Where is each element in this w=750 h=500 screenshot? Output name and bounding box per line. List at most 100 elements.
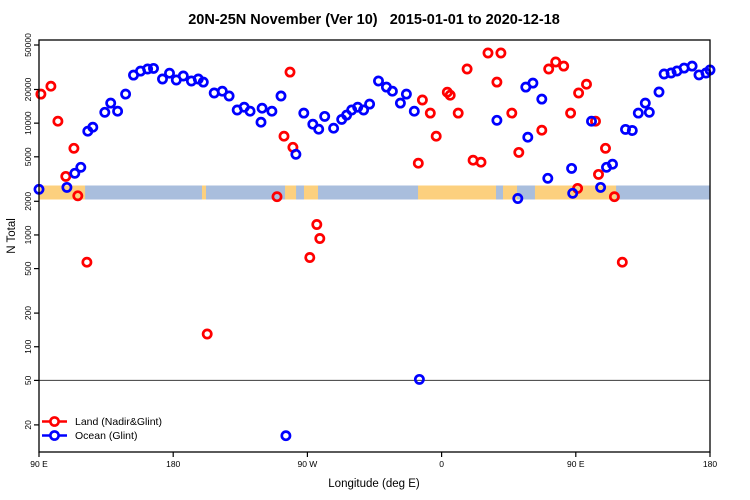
y-tick-label: 200 — [23, 306, 33, 320]
data-point-ocean — [653, 86, 665, 98]
data-point-ocean — [197, 76, 209, 88]
data-point-land — [513, 146, 525, 158]
data-point-land — [475, 156, 487, 168]
data-point-land — [558, 60, 570, 72]
data-point-ocean — [626, 125, 638, 136]
data-point-ocean — [255, 116, 267, 128]
y-tick-label: 10000 — [23, 111, 33, 135]
chart-title: 20N-25N November (Ver 10) 2015-01-01 to … — [188, 12, 560, 28]
data-point-land — [495, 47, 507, 59]
data-point-land — [506, 107, 518, 119]
y-tick-label: 1000 — [23, 225, 33, 244]
data-point-ocean — [61, 181, 73, 193]
data-point-ocean — [298, 107, 310, 119]
data-point-ocean — [87, 121, 99, 133]
map-band-land-segment — [285, 185, 297, 200]
data-point-land — [608, 191, 620, 203]
data-point-land — [444, 89, 456, 101]
data-point-land — [271, 191, 283, 203]
legend-ocean-label: Ocean (Glint) — [75, 430, 137, 442]
data-point-land — [412, 157, 424, 169]
data-point-ocean — [386, 85, 398, 97]
data-point-land — [314, 233, 326, 244]
data-point-land — [616, 256, 628, 268]
data-point-ocean — [522, 131, 534, 143]
data-point-ocean — [280, 430, 292, 442]
data-point-land — [201, 328, 213, 340]
y-tick-label: 50000 — [23, 33, 33, 57]
data-point-land — [45, 80, 57, 92]
legend: Land (Nadir&Glint) Ocean (Glint) — [42, 416, 162, 442]
data-point-ocean — [105, 97, 117, 109]
data-point-ocean — [527, 77, 539, 89]
data-points — [33, 47, 716, 442]
data-point-land — [35, 88, 47, 100]
y-tick-label: 20000 — [23, 77, 33, 101]
x-axis-label: Longitude (deg E) — [328, 478, 420, 490]
data-point-ocean — [643, 106, 655, 118]
data-point-ocean — [256, 102, 268, 114]
x-tick-label: 180 — [703, 459, 717, 469]
data-point-ocean — [536, 93, 548, 105]
data-point-land — [491, 76, 503, 88]
data-point-ocean — [665, 67, 677, 79]
data-point-ocean — [75, 161, 87, 173]
data-point-ocean — [69, 167, 81, 179]
x-tick-label: 90 E — [30, 459, 48, 469]
data-point-ocean — [120, 88, 132, 100]
y-tick-label: 500 — [23, 261, 33, 275]
y-tick-label: 20 — [23, 420, 33, 430]
x-tick-label: 0 — [439, 459, 444, 469]
data-point-ocean — [567, 187, 579, 199]
data-point-land — [72, 190, 84, 202]
x-tick-label: 90 W — [297, 459, 317, 469]
data-point-ocean — [413, 373, 425, 385]
data-point-ocean — [313, 123, 325, 135]
data-point-ocean — [216, 85, 228, 97]
data-point-ocean — [223, 90, 235, 102]
data-point-land — [565, 107, 577, 119]
data-point-ocean — [639, 97, 651, 109]
data-point-ocean — [607, 158, 618, 170]
data-point-ocean — [319, 110, 331, 122]
data-point-ocean — [290, 148, 302, 160]
data-point-land — [543, 63, 555, 75]
x-tick-label: 180 — [166, 459, 180, 469]
data-point-ocean — [632, 107, 644, 119]
data-point-ocean — [491, 114, 503, 126]
data-point-land — [600, 142, 611, 154]
map-band-land-segment — [418, 185, 497, 200]
data-point-ocean — [373, 75, 384, 87]
data-point-ocean — [266, 105, 278, 117]
data-point-land — [573, 87, 585, 99]
data-point-land — [304, 252, 316, 263]
data-point-land — [593, 168, 604, 180]
data-point-land — [284, 66, 296, 78]
map-band-land-segment — [303, 185, 318, 200]
y-tick-label: 50 — [23, 375, 33, 385]
data-point-land — [430, 130, 442, 142]
data-point-ocean — [595, 181, 607, 193]
data-point-ocean — [142, 63, 154, 75]
data-point-ocean — [408, 105, 420, 117]
axes: 90 E 180 90 W 0 90 E 180 20 50 100 200 500 1000 2000… — [23, 33, 717, 469]
data-point-land — [81, 256, 93, 268]
y-tick-label: 2000 — [23, 192, 33, 211]
data-point-ocean — [157, 73, 168, 85]
data-point-land — [590, 115, 601, 127]
data-point-ocean — [566, 162, 578, 174]
data-point-land — [482, 47, 494, 59]
data-point-ocean — [244, 105, 256, 117]
legend-land-label: Land (Nadir&Glint) — [75, 416, 162, 428]
data-point-ocean — [394, 97, 406, 109]
x-tick-label: 90 E — [567, 459, 585, 469]
data-point-ocean — [542, 172, 554, 184]
data-point-ocean — [328, 122, 340, 134]
data-point-ocean — [586, 115, 597, 127]
data-point-ocean — [400, 88, 412, 100]
legend-land-marker-icon — [49, 416, 60, 427]
data-point-land — [536, 124, 548, 136]
data-point-ocean — [148, 62, 159, 74]
y-axis-label: N Total — [6, 218, 18, 254]
